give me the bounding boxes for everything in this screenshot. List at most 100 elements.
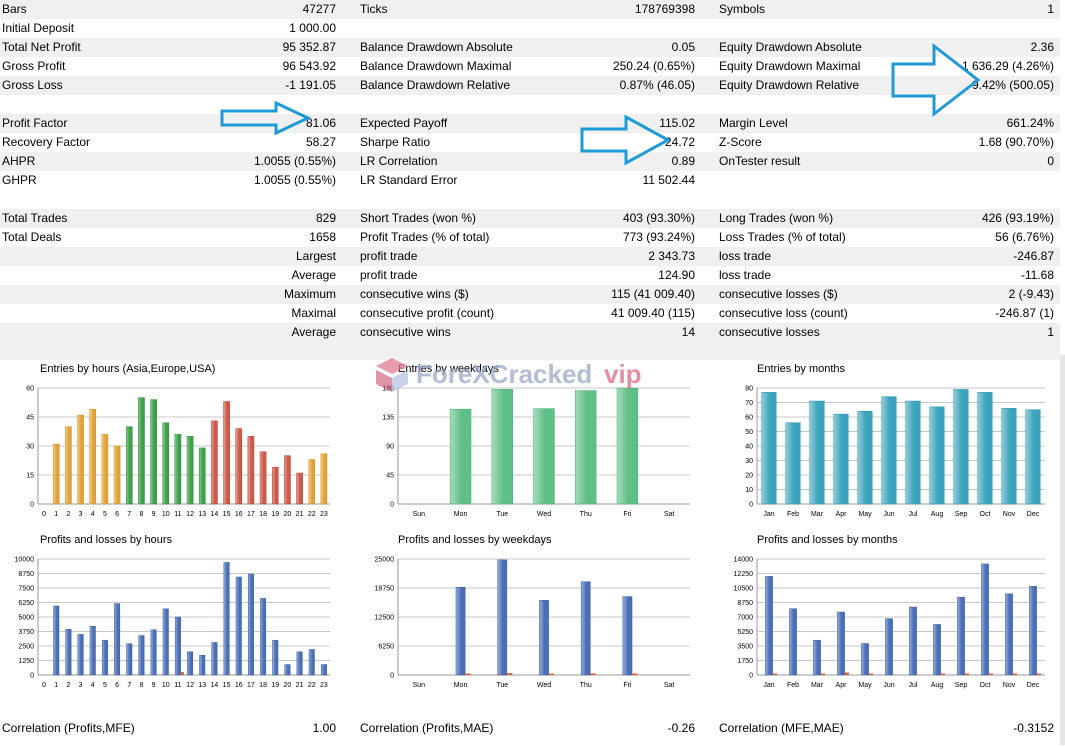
stats-label-col3: Symbols (719, 2, 766, 16)
stats-label-col3: Z-Score (719, 135, 762, 149)
chart-title: Profits and losses by weekdays (398, 534, 552, 546)
profit-bar (235, 576, 242, 676)
x-tick-label: 6 (115, 682, 119, 689)
stats-value-col2: 124.90 (658, 268, 695, 282)
loss-bar (988, 673, 993, 675)
stats-value-col3: 2.36 (1030, 40, 1054, 54)
y-tick-label: 0 (749, 673, 753, 680)
bar (881, 396, 897, 505)
x-tick-label: 9 (152, 682, 156, 689)
stats-value-col2: 178769398 (634, 2, 695, 16)
correlation-profits-mfe-label: Correlation (Profits,MFE) (2, 721, 135, 735)
x-tick-label: Mon (454, 511, 468, 518)
loss-bar (940, 673, 945, 675)
chart-title: Profits and losses by hours (40, 534, 173, 546)
bar (977, 392, 993, 505)
x-tick-label: Oct (980, 511, 991, 518)
y-tick-label: 3500 (737, 644, 753, 651)
bar (186, 436, 194, 505)
stats-value-col1: -1 191.05 (285, 78, 336, 92)
stats-label-col3: Loss Trades (% of total) (719, 230, 846, 244)
chart-profits-losses-by-weekdays: Profits and losses by weekdays 0 6250 12500… (375, 534, 690, 689)
stats-value-col2: 41 009.40 (115) (611, 306, 695, 320)
stats-value-col3: 1 (1047, 2, 1054, 16)
y-tick-label: 10 (745, 487, 753, 494)
bar (138, 397, 145, 505)
x-tick-label: Wed (537, 682, 551, 689)
profit-bar (861, 643, 869, 676)
stats-label-col1: GHPR (2, 173, 37, 187)
section-spacer (0, 190, 1060, 209)
bar (1025, 409, 1041, 505)
profit-bar (455, 587, 466, 676)
profit-bar (89, 626, 96, 676)
bar (929, 406, 945, 505)
stats-label-col2: Short Trades (won %) (360, 211, 477, 225)
stats-value-col3: -246.87 (1013, 249, 1054, 263)
section-spacer (0, 341, 1060, 360)
chart-entries-by-weekdays: Entries by weekdays 0 45 90 135 180 Sun Mon Tue W… (382, 363, 690, 518)
stats-row: Total Trades 829 Short Trades (won %) 403 (… (0, 209, 1060, 228)
x-tick-label: May (858, 682, 872, 689)
x-tick-label: Tue (496, 511, 508, 518)
stats-label-col2: LR Standard Error (360, 173, 458, 187)
correlation-profits-mae-label: Correlation (Profits,MAE) (360, 721, 494, 735)
x-tick-label: Jun (883, 682, 894, 689)
bar (113, 445, 121, 505)
vertical-scrollbar[interactable] (1060, 355, 1065, 745)
stats-label-col2: LR Correlation (360, 154, 438, 168)
profit-bar (150, 629, 157, 676)
loss-bar (772, 673, 777, 675)
bar (77, 414, 84, 505)
x-tick-label: 2 (66, 682, 70, 689)
x-tick-label: Oct (980, 682, 991, 689)
x-tick-label: 0 (42, 511, 46, 518)
stats-value-col1: 47277 (302, 2, 336, 16)
y-tick-label: 80 (745, 386, 753, 393)
bar (1001, 408, 1017, 505)
x-tick-label: Sep (955, 682, 968, 689)
bar (247, 436, 255, 505)
profit-bar (497, 559, 508, 676)
x-tick-label: 3 (79, 511, 83, 518)
y-tick-label: 0 (390, 673, 394, 680)
stats-label-col1: Gross Loss (2, 78, 63, 92)
stats-value-col2: 115 (41 009.40) (611, 287, 695, 301)
bar (125, 426, 133, 505)
bar (575, 390, 597, 505)
x-tick-label: 2 (66, 511, 70, 518)
stats-label-col3: Long Trades (won %) (719, 211, 834, 225)
stats-row: Profit Factor 81.06 Expected Payoff 115.02 M… (0, 114, 1060, 133)
loss-bar (465, 673, 471, 675)
stats-label-col3: loss trade (719, 249, 772, 263)
stats-value-col2: 773 (93.24%) (622, 230, 695, 244)
stats-label-col1: Average (291, 325, 336, 339)
profit-bar (539, 600, 549, 676)
bar (616, 387, 639, 505)
stats-value-col2: 0.89 (671, 154, 695, 168)
x-tick-label: 12 (186, 511, 194, 518)
stats-label-col1: AHPR (2, 154, 36, 168)
x-tick-label: 21 (296, 682, 304, 689)
stats-value-col1: 1658 (309, 230, 336, 244)
x-tick-label: 7 (127, 682, 131, 689)
x-tick-label: 13 (198, 682, 206, 689)
bar (174, 434, 182, 505)
loss-bar (180, 672, 184, 675)
stats-label-col3: Margin Level (719, 116, 788, 130)
stats-label-col1: Average (291, 268, 336, 282)
bar (150, 399, 157, 505)
profit-bar (296, 651, 303, 676)
y-tick-label: 10500 (734, 586, 754, 593)
profit-bar (622, 596, 633, 676)
x-tick-label: Aug (931, 511, 944, 518)
stats-value-col3: 9.42% (500.05) (971, 78, 1054, 92)
profit-bar (933, 624, 941, 676)
y-tick-label: 10000 (15, 557, 35, 564)
stats-value-col1: 829 (315, 211, 336, 225)
profit-bar (580, 581, 591, 676)
stats-row: GHPR 1.0055 (0.55%) LR Standard Error 11 50… (0, 171, 1060, 190)
bar (65, 426, 72, 505)
y-tick-label: 50 (745, 429, 753, 436)
stats-label-col2: profit trade (360, 249, 418, 263)
